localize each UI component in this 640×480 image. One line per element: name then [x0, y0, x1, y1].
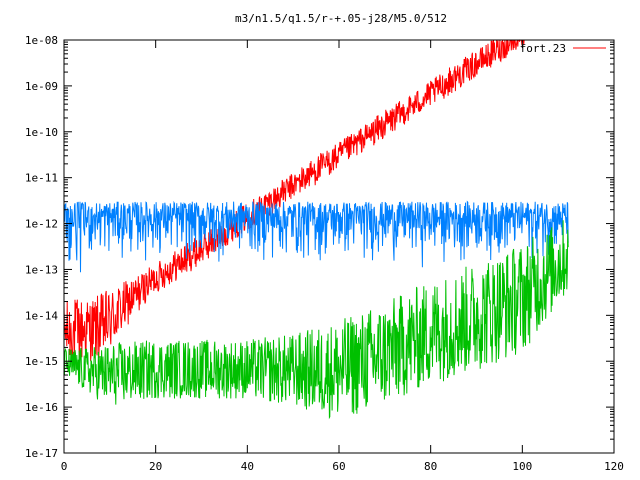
series-line-fort-23	[63, 39, 569, 363]
y-tick-label: 1e-16	[25, 401, 58, 414]
x-tick-label: 0	[61, 460, 68, 473]
x-tick-label: 120	[604, 460, 624, 473]
y-tick-label: 1e-14	[25, 309, 58, 322]
legend: fort.23	[520, 42, 606, 55]
y-tick-label: 1e-12	[25, 218, 58, 231]
x-tick-label: 40	[241, 460, 254, 473]
y-tick-label: 1e-17	[25, 447, 58, 460]
axes-layer: 1e-17 1e-16 1e-15 1e-14 1e-13 1e-12 1e-11 1e-10…	[25, 34, 624, 473]
chart-title: m3/n1.5/q1.5/r-+.05-j28/M5.0/512	[235, 12, 447, 25]
y-tick-label: 1e-13	[25, 263, 58, 276]
y-tick-label: 1e-08	[25, 34, 58, 47]
y-tick-label: 1e-09	[25, 80, 58, 93]
y-tick-label: 1e-11	[25, 172, 58, 185]
x-tick-label: 80	[424, 460, 437, 473]
x-tick-label: 20	[149, 460, 162, 473]
series-layer	[63, 39, 569, 420]
x-tick-label: 100	[512, 460, 532, 473]
y-tick-label: 1e-10	[25, 126, 58, 139]
y-tick-label: 1e-15	[25, 355, 58, 368]
series-line-series-2	[63, 200, 569, 273]
x-tick-label: 60	[332, 460, 345, 473]
legend-label: fort.23	[520, 42, 566, 55]
series-line-series-3	[63, 220, 569, 420]
